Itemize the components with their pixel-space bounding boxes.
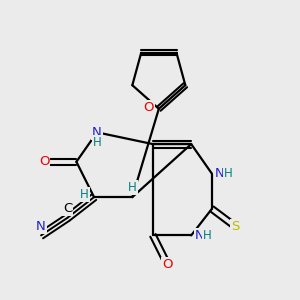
Text: H: H — [203, 229, 212, 242]
Text: H: H — [80, 188, 89, 201]
Text: O: O — [162, 258, 173, 271]
Text: O: O — [143, 101, 154, 114]
Text: N: N — [215, 167, 225, 180]
Text: S: S — [231, 220, 240, 233]
Text: N: N — [92, 126, 102, 139]
Text: H: H — [128, 181, 137, 194]
Text: N: N — [195, 229, 204, 242]
Text: H: H — [93, 136, 101, 148]
Text: O: O — [39, 155, 49, 168]
Text: N: N — [36, 220, 46, 233]
Text: C: C — [63, 202, 72, 215]
Text: H: H — [224, 167, 233, 180]
